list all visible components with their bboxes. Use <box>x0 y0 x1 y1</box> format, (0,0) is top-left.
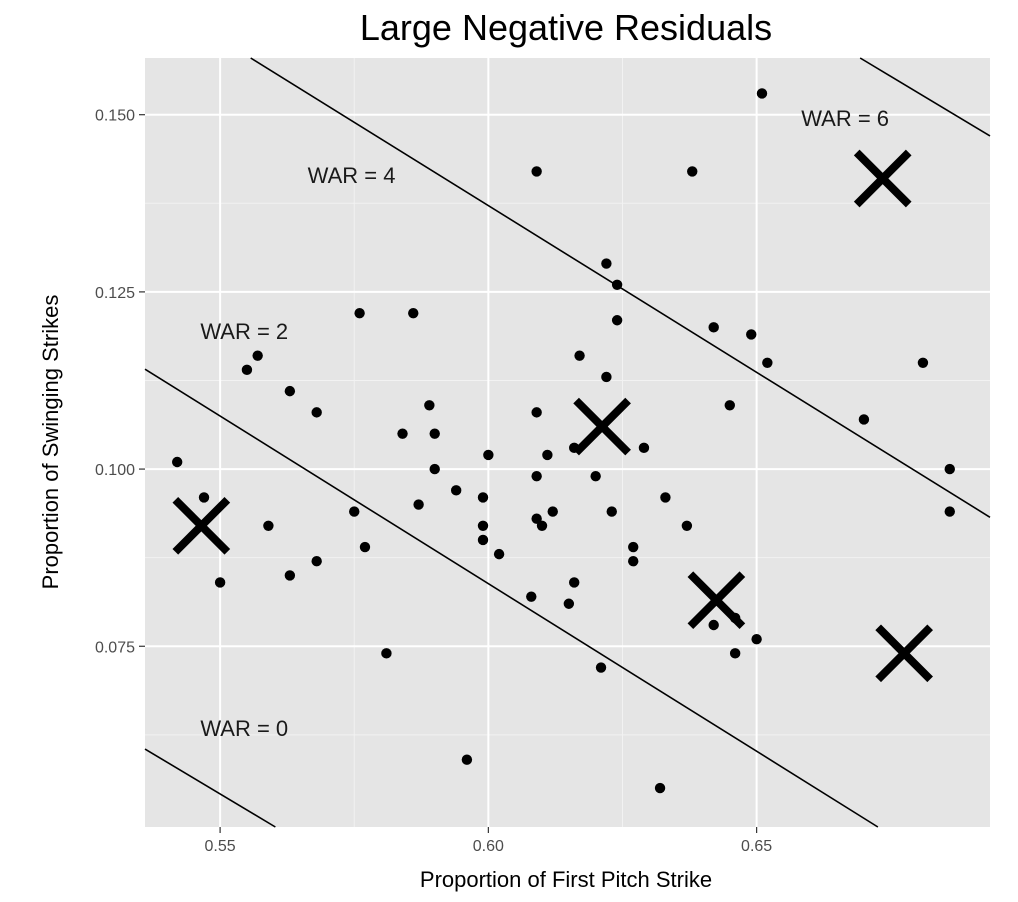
x-marker-stroke <box>875 624 933 683</box>
y-tick-label: 0.150 <box>95 108 135 125</box>
x-tick-label: 0.55 <box>205 838 236 855</box>
data-point <box>606 506 617 517</box>
data-point <box>311 407 322 418</box>
data-point <box>917 357 929 368</box>
data-points <box>171 88 955 794</box>
data-point <box>563 598 575 609</box>
data-point <box>526 591 537 602</box>
war-line <box>144 748 276 828</box>
data-point <box>574 350 585 361</box>
data-point <box>708 322 719 333</box>
x-tick-label: 0.65 <box>741 838 772 855</box>
data-point <box>531 166 542 177</box>
y-tick-label: 0.075 <box>95 639 135 656</box>
highlight-x-marker <box>687 571 746 630</box>
x-marker-stroke <box>687 571 746 630</box>
data-point <box>450 485 462 496</box>
war-line <box>859 57 991 137</box>
data-point <box>762 357 773 368</box>
data-point <box>569 577 580 588</box>
data-point <box>531 470 542 482</box>
highlight-markers <box>172 149 933 683</box>
highlight-x-marker <box>573 397 631 456</box>
war-annotations: WAR = 0 WAR = 2 WAR = 4 WAR = 6 <box>200 106 889 741</box>
grid-lines <box>145 58 990 827</box>
data-point <box>171 456 183 468</box>
war-label: WAR = 6 <box>801 106 889 131</box>
data-point <box>198 492 210 503</box>
data-point <box>729 648 741 659</box>
data-point <box>263 520 274 531</box>
highlight-x-marker <box>172 496 231 555</box>
data-point <box>477 534 489 546</box>
data-point <box>681 520 693 531</box>
data-point <box>429 428 440 439</box>
data-point <box>493 548 505 560</box>
chart-title: Large Negative Residuals <box>360 7 772 48</box>
war-label: WAR = 4 <box>308 163 396 188</box>
data-point <box>397 428 408 439</box>
y-tick-label: 0.100 <box>95 462 135 479</box>
data-point <box>284 385 296 397</box>
data-point <box>751 633 762 645</box>
y-axis-title: Proportion of Swinging Strikes <box>38 295 63 590</box>
data-point <box>241 364 253 376</box>
plot-panel <box>145 58 990 827</box>
war-label: WAR = 2 <box>200 319 288 344</box>
data-point <box>477 520 489 531</box>
x-marker-stroke <box>853 149 912 208</box>
data-point <box>601 371 612 383</box>
highlight-x-marker <box>875 624 933 683</box>
data-point <box>424 400 435 411</box>
data-point <box>687 166 698 177</box>
data-point <box>638 442 650 454</box>
data-point <box>461 754 473 765</box>
x-axis: 0.55 0.60 0.65 <box>205 827 772 855</box>
data-point <box>746 329 757 340</box>
data-point <box>611 279 623 291</box>
data-point <box>944 506 955 517</box>
data-point <box>590 470 601 482</box>
war-line <box>144 368 879 828</box>
data-point <box>531 407 542 418</box>
data-point <box>724 400 735 411</box>
data-point <box>311 556 322 567</box>
x-marker-stroke <box>172 496 231 555</box>
y-axis: 0.075 0.100 0.125 0.150 <box>95 108 145 656</box>
x-axis-title: Proportion of First Pitch Strike <box>420 867 712 892</box>
data-point <box>542 449 553 461</box>
data-point <box>531 513 542 524</box>
data-point <box>284 570 296 581</box>
x-tick-label: 0.60 <box>473 838 504 855</box>
data-point <box>477 492 489 503</box>
data-point <box>660 492 671 503</box>
data-point <box>756 88 768 99</box>
data-point <box>628 541 639 553</box>
data-point <box>858 414 870 425</box>
data-point <box>547 506 558 517</box>
data-point <box>611 315 623 326</box>
data-point <box>349 506 360 517</box>
data-point <box>628 556 639 567</box>
data-point <box>595 662 607 673</box>
data-point <box>359 541 371 553</box>
data-point <box>252 350 263 361</box>
highlight-x-marker <box>853 149 912 208</box>
data-point <box>944 463 955 475</box>
data-point <box>381 648 392 659</box>
war-label: WAR = 0 <box>200 716 288 741</box>
data-point <box>536 520 548 531</box>
data-point <box>601 258 612 269</box>
data-point <box>708 619 719 631</box>
data-point <box>354 307 365 319</box>
data-point <box>214 577 226 588</box>
data-point <box>429 463 440 475</box>
y-tick-label: 0.125 <box>95 285 135 302</box>
data-point <box>408 307 419 319</box>
x-marker-stroke <box>573 397 631 456</box>
data-point <box>483 449 494 461</box>
data-point <box>413 499 424 510</box>
data-point <box>654 782 666 794</box>
